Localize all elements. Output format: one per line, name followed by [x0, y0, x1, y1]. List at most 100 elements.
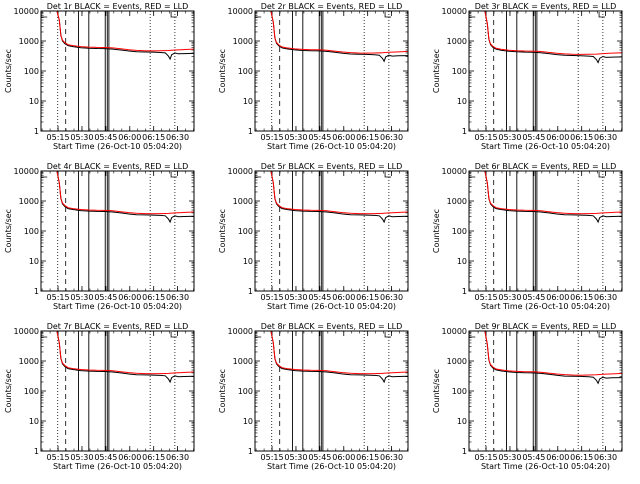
x-axis-label: Start Time (26-Oct-10 05:04:20) — [481, 462, 610, 471]
x-tick-label: 05:45 — [522, 133, 545, 142]
y-tick-label: 100 — [24, 67, 39, 76]
panel-title: Det 8r BLACK = Events, RED = LLD — [261, 322, 403, 331]
x-tick-label: 06:00 — [118, 293, 141, 302]
y-tick-label: 10000 — [14, 167, 39, 176]
x-tick-label: 06:15 — [142, 453, 165, 462]
plot-frame — [468, 170, 623, 292]
y-tick-label: 1 — [34, 447, 39, 456]
x-tick-label: 06:30 — [166, 133, 189, 142]
panel-title: Det 3r BLACK = Events, RED = LLD — [475, 2, 617, 11]
plot-frame — [40, 330, 195, 452]
end-bracket — [170, 12, 178, 18]
y-tick-label: 100 — [452, 67, 467, 76]
plot-frame — [254, 330, 409, 452]
plot-frame — [468, 330, 623, 452]
plot-frame — [40, 170, 195, 292]
events-series-line — [41, 10, 195, 61]
y-tick-label: 1 — [34, 127, 39, 136]
y-tick-label: 10 — [457, 257, 467, 266]
y-tick-label: 1 — [462, 127, 467, 136]
x-tick-label: 05:30 — [284, 133, 307, 142]
panel-title: Det 2r BLACK = Events, RED = LLD — [261, 2, 403, 11]
lld-series-line — [255, 10, 409, 54]
end-bracket — [384, 332, 392, 338]
events-series-line — [255, 170, 409, 224]
end-bracket — [384, 172, 392, 178]
panel-1: Det 1r BLACK = Events, RED = LLD Counts/s… — [4, 2, 195, 151]
panel-4: Det 4r BLACK = Events, RED = LLD Counts/s… — [4, 162, 195, 311]
x-tick-label: 06:00 — [332, 133, 355, 142]
plot-frame — [254, 10, 409, 132]
y-tick-label: 1000 — [19, 357, 39, 366]
x-tick-label: 06:00 — [546, 133, 569, 142]
y-tick-label: 100 — [238, 387, 253, 396]
y-axis-label: Counts/sec — [218, 49, 227, 93]
x-tick-label: 06:15 — [356, 453, 379, 462]
y-tick-label: 1 — [462, 447, 467, 456]
y-tick-label: 10 — [457, 417, 467, 426]
x-tick-label: 05:30 — [498, 453, 521, 462]
x-tick-label: 05:15 — [47, 453, 70, 462]
x-tick-label: 05:45 — [94, 293, 117, 302]
x-tick-label: 05:45 — [308, 453, 331, 462]
y-tick-label: 1000 — [233, 37, 253, 46]
y-tick-label: 100 — [452, 227, 467, 236]
x-axis-label: Start Time (26-Oct-10 05:04:20) — [267, 302, 396, 311]
x-tick-label: 06:00 — [118, 133, 141, 142]
y-tick-label: 100 — [24, 227, 39, 236]
end-bracket — [598, 12, 606, 18]
x-tick-label: 05:30 — [284, 453, 307, 462]
y-tick-label: 1000 — [447, 357, 467, 366]
x-tick-label: 06:00 — [546, 453, 569, 462]
y-tick-label: 1000 — [19, 197, 39, 206]
x-tick-label: 05:15 — [261, 293, 284, 302]
y-axis-label: Counts/sec — [4, 49, 13, 93]
x-tick-label: 06:30 — [380, 133, 403, 142]
end-bracket — [170, 332, 178, 338]
x-tick-label: 05:15 — [475, 293, 498, 302]
events-series-line — [469, 330, 623, 385]
x-tick-label: 05:30 — [284, 293, 307, 302]
x-axis-label: Start Time (26-Oct-10 05:04:20) — [481, 302, 610, 311]
y-axis-label: Counts/sec — [4, 209, 13, 253]
y-tick-label: 100 — [238, 227, 253, 236]
events-series-line — [255, 10, 409, 63]
y-tick-label: 10000 — [442, 7, 467, 16]
x-tick-label: 06:15 — [356, 293, 379, 302]
x-tick-label: 06:00 — [118, 453, 141, 462]
events-series-line — [469, 10, 623, 64]
panel-title: Det 1r BLACK = Events, RED = LLD — [47, 2, 189, 11]
y-tick-label: 1000 — [233, 197, 253, 206]
y-tick-label: 1 — [248, 127, 253, 136]
y-axis-label: Counts/sec — [432, 49, 441, 93]
y-tick-label: 10000 — [228, 7, 253, 16]
y-tick-label: 10000 — [442, 167, 467, 176]
y-tick-label: 10 — [457, 97, 467, 106]
y-tick-label: 10 — [243, 417, 253, 426]
end-bracket — [598, 172, 606, 178]
x-tick-label: 05:30 — [70, 453, 93, 462]
panel-9: Det 9r BLACK = Events, RED = LLD Counts/s… — [432, 322, 623, 471]
y-tick-label: 1000 — [447, 197, 467, 206]
y-tick-label: 100 — [238, 67, 253, 76]
x-tick-label: 06:00 — [332, 453, 355, 462]
panel-5: Det 5r BLACK = Events, RED = LLD Counts/s… — [218, 162, 409, 311]
x-tick-label: 05:45 — [522, 453, 545, 462]
panel-2: Det 2r BLACK = Events, RED = LLD Counts/s… — [218, 2, 409, 151]
lld-series-line — [469, 330, 623, 376]
x-tick-label: 05:45 — [308, 293, 331, 302]
panel-title: Det 9r BLACK = Events, RED = LLD — [475, 322, 617, 331]
x-axis-label: Start Time (26-Oct-10 05:04:20) — [53, 302, 182, 311]
y-axis-label: Counts/sec — [432, 369, 441, 413]
y-tick-label: 10000 — [14, 7, 39, 16]
x-tick-label: 06:30 — [166, 293, 189, 302]
x-tick-label: 05:45 — [94, 133, 117, 142]
end-bracket — [384, 12, 392, 18]
x-tick-label: 05:45 — [94, 453, 117, 462]
x-tick-label: 05:45 — [522, 293, 545, 302]
y-tick-label: 1 — [462, 287, 467, 296]
panel-3: Det 3r BLACK = Events, RED = LLD Counts/s… — [432, 2, 623, 151]
y-tick-label: 10 — [243, 97, 253, 106]
x-tick-label: 05:15 — [261, 453, 284, 462]
